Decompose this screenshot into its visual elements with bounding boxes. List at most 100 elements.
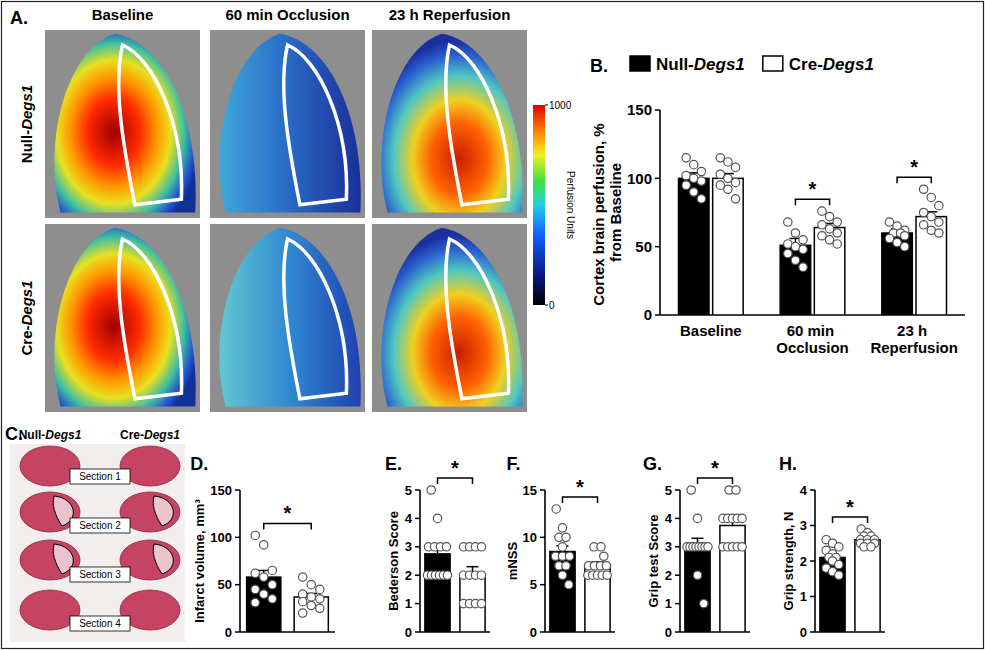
image-background	[372, 224, 527, 412]
data-point	[732, 486, 740, 494]
bar	[780, 245, 811, 315]
tick-label: 0	[225, 625, 232, 640]
legend-swatch	[763, 56, 783, 71]
chart: 01234Grip strength, N*	[781, 483, 885, 640]
chart: 012345Grip test Score*	[646, 457, 750, 640]
y-axis	[659, 110, 661, 315]
y-axis	[814, 490, 816, 632]
bar	[425, 554, 450, 632]
significance-label: *	[711, 457, 719, 479]
image-background	[210, 30, 365, 218]
tick-label: 0	[800, 625, 807, 640]
region-outline	[284, 45, 347, 205]
data-point	[603, 571, 611, 579]
tick-label: 2	[665, 568, 672, 583]
tick-label: 4	[665, 511, 673, 526]
tick-label: 0	[530, 625, 537, 640]
significance-label: *	[910, 156, 918, 178]
data-point	[251, 585, 259, 593]
data-point	[687, 486, 695, 494]
data-point	[597, 543, 605, 551]
tick-label: 1	[800, 589, 807, 604]
tick-label: 1	[405, 596, 412, 611]
data-point	[724, 158, 732, 166]
data-point	[299, 609, 307, 617]
label-line: Bederson Score	[386, 511, 401, 611]
data-point	[885, 234, 893, 242]
tick-label: 10	[523, 530, 537, 545]
data-point	[558, 524, 566, 532]
tick-label: 2	[405, 568, 412, 583]
label-line: Occlusion	[776, 339, 849, 356]
data-point	[784, 249, 792, 257]
label-line: Cortex brain perfusion, %	[590, 119, 607, 306]
label-part: Null-	[19, 428, 46, 442]
data-point	[260, 573, 268, 581]
data-point	[833, 229, 841, 237]
data-point	[799, 263, 807, 271]
data-point	[693, 514, 701, 522]
y-axis-title: Cortex brain perfusion, % from Baseline	[590, 119, 624, 306]
data-point	[716, 170, 724, 178]
data-point	[562, 533, 570, 541]
label-line: 60 min	[787, 322, 839, 339]
label-part: Null-	[18, 130, 35, 163]
significance: *	[698, 457, 733, 484]
data-point	[260, 541, 268, 549]
data-point	[791, 229, 799, 237]
brain-perfusion	[54, 34, 195, 213]
brain-perfusion	[381, 34, 522, 213]
chart: 050100150Infarct volume, mm³*	[192, 483, 335, 640]
image-background	[210, 224, 365, 412]
tick-label: 0	[405, 625, 412, 640]
bar	[679, 178, 710, 315]
plot-area	[679, 154, 947, 315]
section-box	[70, 518, 130, 533]
tick-label: 100	[627, 170, 652, 187]
column-header: Null-Degs1	[19, 428, 82, 442]
label-part: Degs1	[144, 428, 180, 442]
data-point	[835, 571, 843, 579]
plot-area	[247, 531, 329, 632]
bar	[550, 552, 575, 632]
label-part: Degs1	[694, 55, 745, 74]
data-point	[268, 580, 276, 588]
panel-letter: H.	[779, 454, 797, 474]
data-point	[927, 212, 935, 220]
data-point	[901, 242, 909, 250]
region-outline	[446, 239, 509, 399]
data-point	[565, 552, 573, 560]
label-part: Degs1	[823, 55, 874, 74]
data-point	[316, 595, 324, 603]
tick-label: 4	[405, 511, 413, 526]
data-point	[697, 167, 705, 175]
significance-label: *	[809, 178, 817, 200]
data-point	[477, 543, 485, 551]
label-line: mNSS	[505, 542, 520, 581]
brain-perfusion	[381, 228, 522, 407]
data-point	[600, 552, 608, 560]
data-point	[477, 599, 485, 607]
data-point	[825, 225, 833, 233]
data-point	[260, 590, 268, 598]
tick-label: 2	[800, 554, 807, 569]
data-point	[901, 232, 909, 240]
tick-label: 5	[530, 577, 537, 592]
tick-label: 5	[665, 483, 672, 498]
data-point	[552, 505, 560, 513]
data-point	[893, 238, 901, 246]
data-point	[935, 229, 943, 237]
region-outline	[119, 239, 182, 399]
category-label: Baseline	[680, 322, 742, 339]
region-outline	[446, 45, 509, 205]
row-header: Null-Degs1	[18, 85, 35, 163]
data-point	[724, 174, 732, 182]
data-point	[835, 543, 843, 551]
region-outline	[284, 239, 347, 399]
data-point	[704, 543, 712, 551]
data-point	[602, 562, 610, 570]
data-point	[833, 240, 841, 248]
brain-perfusion	[54, 228, 195, 407]
significance: *	[438, 457, 473, 484]
tick-label: 150	[627, 101, 652, 118]
